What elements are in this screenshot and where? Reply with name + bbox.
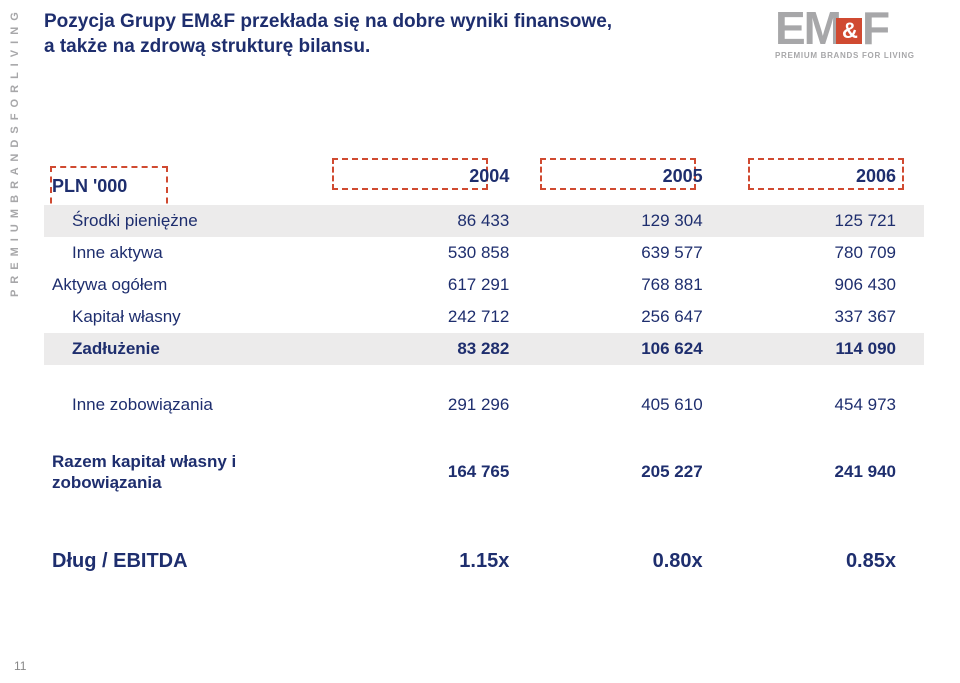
side-brand-label: P R E M I U M B R A N D S F O R L I V I …: [10, 12, 26, 302]
title-line-1: Pozycja Grupy EM&F przekłada się na dobr…: [44, 10, 664, 35]
logo-amp: &: [836, 18, 862, 44]
financial-table: PLN '000 2004 2005 2006 Środki pieniężne…: [44, 160, 924, 579]
side-brand-text: P R E M I U M B R A N D S F O R L I V I …: [10, 12, 21, 297]
row-total-equity: Razem kapitał własny i zobowiązania 164 …: [44, 445, 924, 500]
table-row: Środki pieniężne86 433129 304125 721: [44, 205, 924, 237]
year-2005: 2005: [537, 160, 730, 205]
year-2004: 2004: [344, 160, 537, 205]
logo-em: EM: [775, 2, 840, 54]
page-number: 11: [14, 659, 26, 673]
logo: EM&F PREMIUM BRANDS FOR LIVING: [775, 8, 930, 60]
table-row: Kapitał własny242 712256 647337 367: [44, 301, 924, 333]
page-title: Pozycja Grupy EM&F przekłada się na dobr…: [44, 10, 664, 59]
logo-f: F: [862, 2, 888, 54]
table-row: Zadłużenie83 282106 624114 090: [44, 333, 924, 365]
row-debt-ebitda: Dług / EBITDA 1.15x 0.80x 0.85x: [44, 540, 924, 579]
title-line-2: a także na zdrową strukturę bilansu.: [44, 35, 664, 60]
table-row: Inne aktywa530 858639 577780 709: [44, 237, 924, 269]
table-row: Aktywa ogółem617 291768 881906 430: [44, 269, 924, 301]
year-2006: 2006: [731, 160, 924, 205]
row-other-liab: Inne zobowiązania 291 296 405 610 454 97…: [44, 389, 924, 421]
pln-label: PLN '000: [44, 160, 344, 205]
